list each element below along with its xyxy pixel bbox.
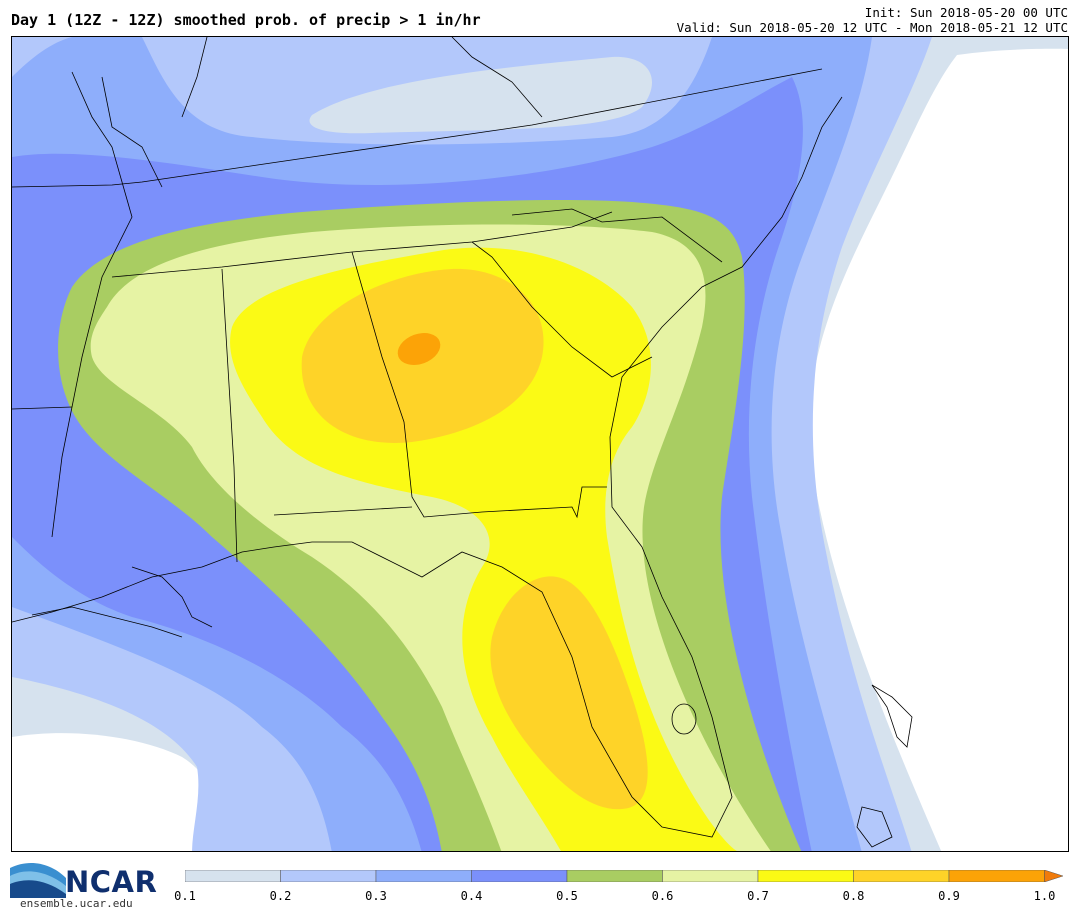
colorbar-cell [853, 870, 950, 882]
state-line-upper [101, 76, 163, 188]
state-line-tn-ky [12, 68, 823, 188]
logo-name: NCAR [65, 865, 158, 899]
ncar-logo-icon [10, 862, 66, 898]
island-cuba-tip [856, 806, 893, 848]
colorbar-tick-label: 0.2 [269, 889, 292, 903]
island-bahamas [871, 684, 913, 748]
boundaries [12, 37, 913, 848]
colorbar-cell [471, 870, 568, 882]
lake-okeechobee [671, 703, 697, 735]
state-line-ga-sc [471, 241, 653, 378]
contour-0-8-south [490, 576, 648, 810]
mississippi-river [51, 71, 133, 538]
colorbar-cell [185, 870, 281, 882]
contour-0-9-core [397, 333, 441, 365]
colorbar-tick-label: 1.0 [1033, 889, 1056, 903]
colorbar-extend-arrow [1044, 870, 1064, 882]
colorbar-cell [280, 870, 377, 882]
init-time: Init: Sun 2018-05-20 00 UTC [864, 5, 1068, 20]
zero-region-atlantic [809, 48, 1068, 851]
colorbar-tick-label: 0.5 [556, 889, 578, 903]
colorbar-cell [662, 870, 759, 882]
state-line-ms-al [221, 268, 238, 563]
colorbar-tick-label: 0.1 [174, 889, 196, 903]
colorbar-cell [948, 870, 1045, 882]
louisiana-coast [131, 566, 213, 628]
gulf-coast-west [31, 606, 183, 638]
colorbar-tick-label: 0.9 [938, 889, 960, 903]
state-line-wv [451, 37, 543, 118]
state-line-tn-south [111, 211, 613, 278]
probability-map [11, 36, 1069, 852]
coastline [12, 96, 843, 838]
colorbar-tick-label: 0.6 [651, 889, 674, 903]
valid-time: Valid: Sun 2018-05-20 12 UTC - Mon 2018-… [676, 20, 1068, 35]
colorbar-tick-label: 0.8 [842, 889, 865, 903]
colorbar [185, 870, 1064, 882]
map-canvas [12, 37, 1068, 851]
zero-region-gulf [12, 733, 222, 851]
colorbar-cell [566, 870, 663, 882]
colorbar-cell [757, 870, 854, 882]
contour-hole-north [309, 56, 652, 134]
state-line-west [12, 406, 73, 410]
logo-url: ensemble.ucar.edu [20, 897, 133, 910]
state-line-ky-in [181, 37, 208, 118]
map-title: Day 1 (12Z - 12Z) smoothed prob. of prec… [11, 11, 481, 29]
state-line-sc-nc [511, 208, 723, 263]
colorbar-tick-label: 0.3 [365, 889, 387, 903]
run-info: Init: Sun 2018-05-20 00 UTC Valid: Sun 2… [677, 5, 1068, 35]
colorbar-tick-label: 0.4 [460, 889, 483, 903]
state-line-al-ga [351, 251, 607, 519]
colorbar-tick-label: 0.7 [747, 889, 769, 903]
colorbar-cell [375, 870, 472, 882]
state-line-fl-al [273, 506, 413, 516]
